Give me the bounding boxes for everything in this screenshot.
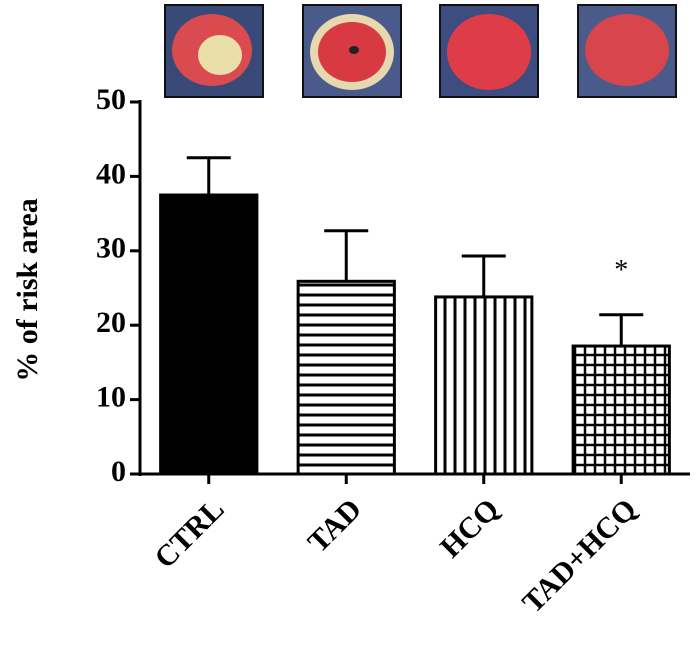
y-tick-label: 10 xyxy=(96,380,126,413)
x-tick-label: TAD xyxy=(302,492,369,559)
x-tick-label: TAD+HCQ xyxy=(516,492,643,619)
error-bar xyxy=(186,156,231,195)
y-axis-label: % of risk area xyxy=(11,198,44,382)
annotation: * xyxy=(614,255,628,286)
bar xyxy=(434,295,534,476)
heart-image xyxy=(164,4,264,98)
bar xyxy=(571,344,671,476)
error-bar xyxy=(324,229,369,282)
heart-image xyxy=(439,4,539,98)
bar xyxy=(296,279,396,476)
y-tick-label: 30 xyxy=(96,232,126,265)
x-tick-label: HCQ xyxy=(434,492,506,564)
y-tick-label: 50 xyxy=(96,83,126,116)
x-tick-label: CTRL xyxy=(148,492,230,574)
heart-image xyxy=(577,4,677,98)
y-tick-label: 20 xyxy=(96,306,126,339)
y-tick-label: 0 xyxy=(111,455,126,488)
y-tick-label: 40 xyxy=(96,157,126,190)
heart-image xyxy=(302,4,402,98)
bar xyxy=(159,193,259,476)
heart-images xyxy=(164,4,677,98)
error-bar xyxy=(599,313,644,347)
error-bar xyxy=(461,254,506,297)
